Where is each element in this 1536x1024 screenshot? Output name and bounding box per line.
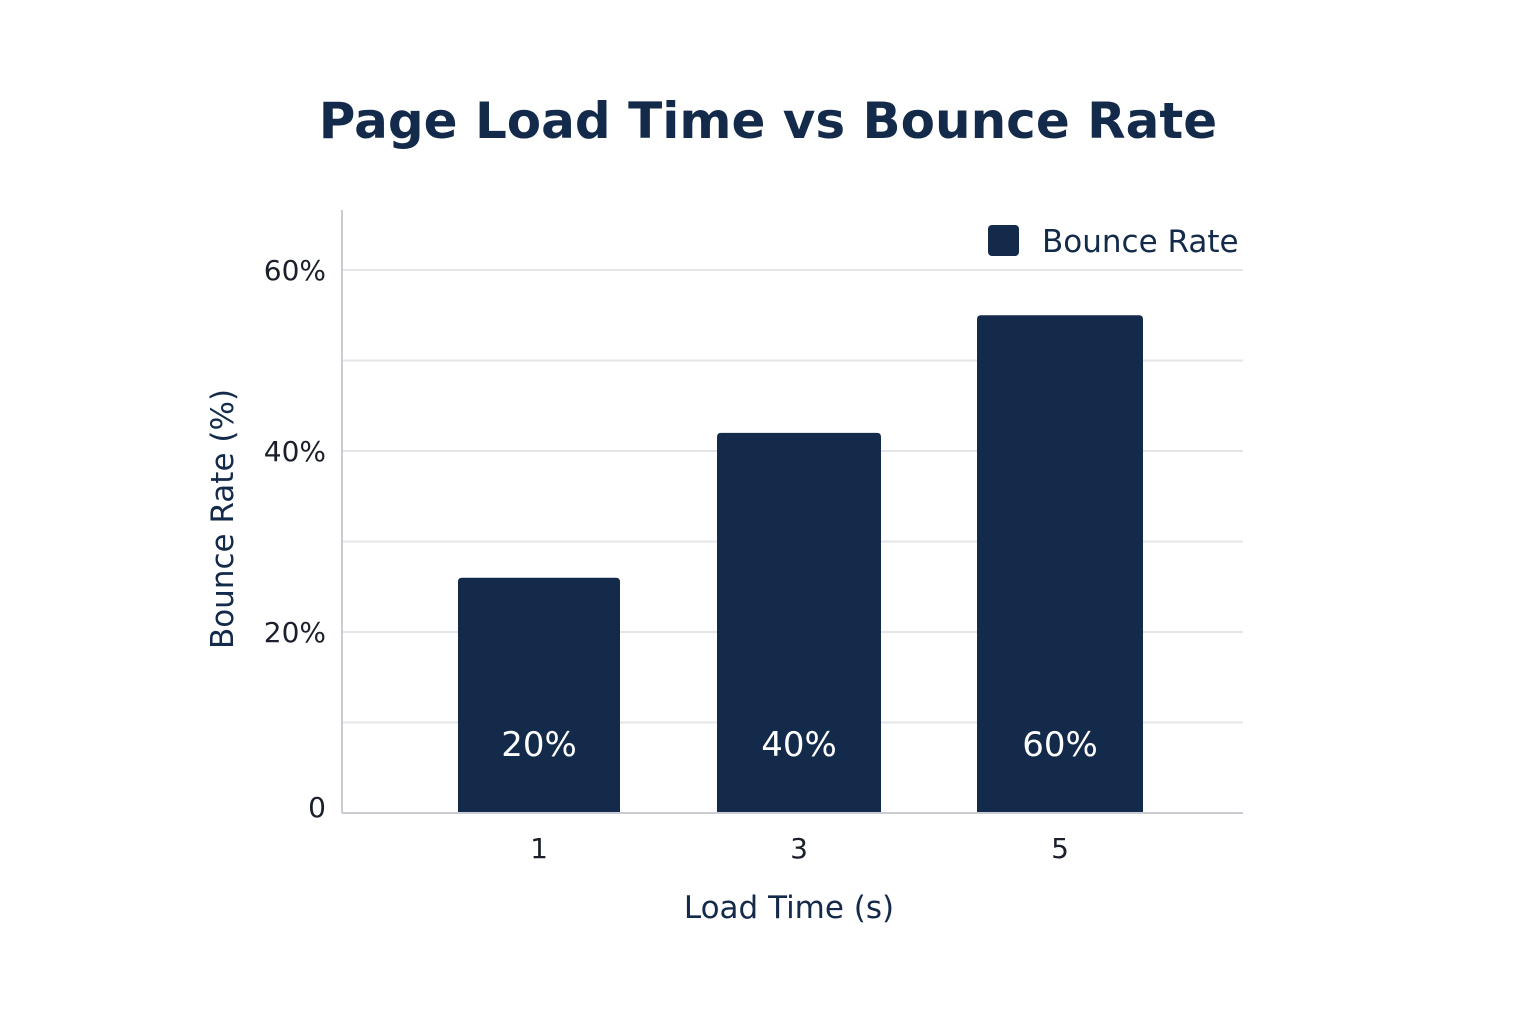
y-axis-title: Bounce Rate (%) <box>205 389 241 649</box>
legend: Bounce Rate <box>988 224 1239 260</box>
y-tick-label: 0 <box>308 791 326 824</box>
x-tick-labels: 1 3 5 <box>530 832 1069 865</box>
data-label: 40% <box>761 725 837 765</box>
chart-title: Page Load Time vs Bounce Rate <box>318 92 1218 150</box>
y-tick-label: 20% <box>264 616 326 649</box>
bar-5s <box>977 315 1143 813</box>
data-label: 60% <box>1022 725 1098 765</box>
legend-swatch-bounce-rate <box>988 225 1019 256</box>
y-tick-label: 40% <box>264 435 326 468</box>
x-tick-label: 1 <box>530 832 548 865</box>
x-tick-label: 5 <box>1051 832 1069 865</box>
bar-3s <box>717 432 881 813</box>
data-labels: 20% 40% 60% <box>501 725 1098 765</box>
bar-1s <box>458 577 620 813</box>
y-tick-label: 60% <box>264 254 326 287</box>
x-tick-label: 3 <box>790 832 808 865</box>
y-tick-labels: 0 20% 40% 60% <box>264 254 326 824</box>
axes <box>341 210 1243 814</box>
legend-label-bounce-rate: Bounce Rate <box>1042 224 1239 260</box>
data-label: 20% <box>501 725 577 765</box>
bars <box>458 315 1143 813</box>
x-axis-title: Load Time (s) <box>684 890 894 926</box>
